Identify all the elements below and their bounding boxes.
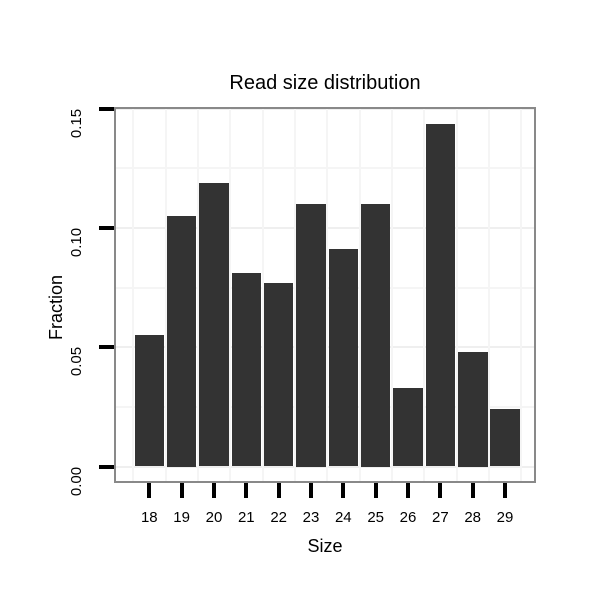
x-tick-25	[373, 483, 378, 498]
bar-24	[328, 249, 359, 467]
x-tick-29	[503, 483, 507, 498]
gridline-major-h	[114, 107, 536, 110]
x-tick-label-20: 20	[205, 509, 223, 526]
bar-28	[458, 352, 488, 467]
bar-25	[360, 204, 391, 467]
bar-20	[199, 182, 229, 467]
y-axis-title: Fraction	[44, 247, 70, 367]
chart-title: Read size distribution	[229, 72, 421, 94]
gridline-minor-v	[293, 107, 296, 483]
gridline-minor-h	[114, 167, 536, 170]
x-tick-label-19: 19	[173, 509, 190, 526]
gridline-minor-v	[455, 107, 458, 483]
x-tick-label-24: 24	[334, 509, 352, 526]
y-tick-label-0.00: 0.00	[66, 458, 88, 504]
y-tick-label-text: 0.00	[68, 466, 86, 496]
x-tick-label-21: 21	[237, 509, 255, 526]
bar-27	[425, 124, 456, 467]
x-tick-label-23: 23	[302, 509, 320, 526]
bar-26	[393, 387, 423, 467]
x-tick-label-18: 18	[140, 509, 158, 526]
y-tick-label-text: 0.10	[68, 227, 86, 257]
plot-panel	[114, 107, 536, 483]
x-tick-22	[276, 483, 281, 498]
gridline-major-h	[114, 465, 536, 468]
y-tick-label-0.15: 0.15	[66, 100, 88, 146]
gridline-minor-v	[261, 107, 264, 483]
x-axis-title: Size	[307, 536, 343, 556]
y-tick-0.10	[99, 225, 114, 230]
x-tick-20	[212, 483, 216, 498]
gridline-minor-v	[164, 107, 167, 483]
x-tick-19	[179, 483, 184, 498]
x-tick-27	[438, 483, 443, 498]
y-tick-0.05	[99, 345, 114, 350]
y-axis-title-text: Fraction	[46, 274, 67, 340]
gridline-minor-v	[390, 107, 393, 483]
x-tick-21	[244, 483, 249, 498]
gridline-minor-v	[487, 107, 490, 483]
x-tick-24	[341, 483, 346, 498]
x-tick-label-26: 26	[399, 509, 417, 526]
y-tick-label-text: 0.05	[68, 347, 86, 377]
x-tick-28	[470, 483, 475, 498]
gridline-minor-v	[229, 107, 232, 483]
bar-22	[263, 282, 294, 467]
x-tick-18	[147, 483, 152, 498]
y-tick-label-text: 0.15	[68, 108, 86, 138]
x-tick-label-22: 22	[270, 509, 288, 526]
bar-18	[134, 335, 165, 467]
x-tick-23	[309, 483, 313, 498]
y-tick-0.15	[99, 106, 114, 111]
bar-21	[231, 273, 262, 467]
bar-19	[166, 216, 197, 467]
x-tick-label-25: 25	[367, 509, 385, 526]
y-tick-0.00	[99, 464, 114, 469]
bar-23	[296, 204, 326, 467]
gridline-minor-v	[520, 107, 523, 483]
x-tick-26	[406, 483, 410, 498]
gridline-minor-v	[132, 107, 135, 483]
bar-29	[490, 409, 520, 467]
gridline-minor-v	[196, 107, 199, 483]
gridline-minor-v	[326, 107, 329, 483]
x-tick-label-28: 28	[464, 509, 482, 526]
x-tick-label-27: 27	[432, 509, 449, 526]
gridline-minor-v	[423, 107, 426, 483]
gridline-minor-v	[358, 107, 361, 483]
x-tick-label-29: 29	[496, 509, 514, 526]
